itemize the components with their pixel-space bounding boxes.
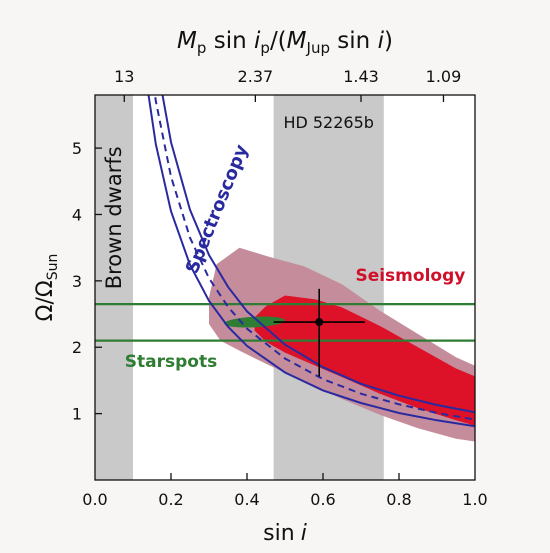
y-tick-label: 1 xyxy=(72,405,82,424)
x-tick-label: 0.2 xyxy=(158,490,183,509)
spectroscopy-central-curve xyxy=(154,95,475,421)
x-axis-title: sin i xyxy=(263,521,307,546)
x-tick-label: 0.8 xyxy=(386,490,411,509)
top-axis-title-part: M xyxy=(287,28,307,54)
top-axis-title-part: /( xyxy=(270,28,287,54)
starspots-label: Starspots xyxy=(125,352,217,372)
y-tick-label: 4 xyxy=(72,205,82,224)
y-tick-label: 2 xyxy=(72,338,82,357)
brown-dwarfs-label: Brown dwarfs xyxy=(102,146,126,289)
y-tick-label: 3 xyxy=(72,272,82,291)
x-tick-label: 0.0 xyxy=(82,490,107,509)
y-tick-label: 5 xyxy=(72,139,82,158)
top-axis-title-part: p xyxy=(260,39,270,57)
x-tick-label: 1.0 xyxy=(462,490,487,509)
top-tick-label: 2.37 xyxy=(238,67,274,86)
x-axis-title-base: sin xyxy=(263,521,295,546)
top-axis-title-part: i xyxy=(378,28,385,54)
top-tick-label: 1.43 xyxy=(343,67,379,86)
x-tick-label: 0.4 xyxy=(234,490,259,509)
plot-frame xyxy=(94,94,476,481)
top-axis-title-part: sin xyxy=(206,28,254,54)
top-tick-label: 1.09 xyxy=(426,67,462,86)
y-axis-title-base: Ω/Ω xyxy=(33,280,58,321)
top-axis-title-part: ) xyxy=(384,28,393,54)
y-axis-title: Ω/ΩSun xyxy=(33,254,61,322)
top-tick-label: 13 xyxy=(114,67,134,86)
seismology-label: Seismology xyxy=(355,266,465,286)
best-fit-point xyxy=(315,318,324,327)
y-axis-title-sub: Sun xyxy=(45,254,61,281)
hd52265b-label: HD 52265b xyxy=(283,113,374,132)
x-axis-title-var: i xyxy=(301,521,307,546)
top-axis-title-part: M xyxy=(177,28,197,54)
top-axis-title: Mp sin ip/(MJup sin i) xyxy=(177,28,393,57)
spectroscopy-upper-curve xyxy=(161,95,475,414)
x-tick-label: 0.6 xyxy=(310,490,335,509)
spectroscopy-lower-curve xyxy=(147,95,475,428)
top-axis-title-part: i xyxy=(254,28,261,54)
brown-dwarfs-band xyxy=(95,95,133,480)
top-axis-title-part: p xyxy=(197,39,207,57)
seismology-inner-region xyxy=(254,295,475,426)
top-axis-title-part: Jup xyxy=(306,39,330,57)
top-axis-title-part: sin xyxy=(330,28,378,54)
